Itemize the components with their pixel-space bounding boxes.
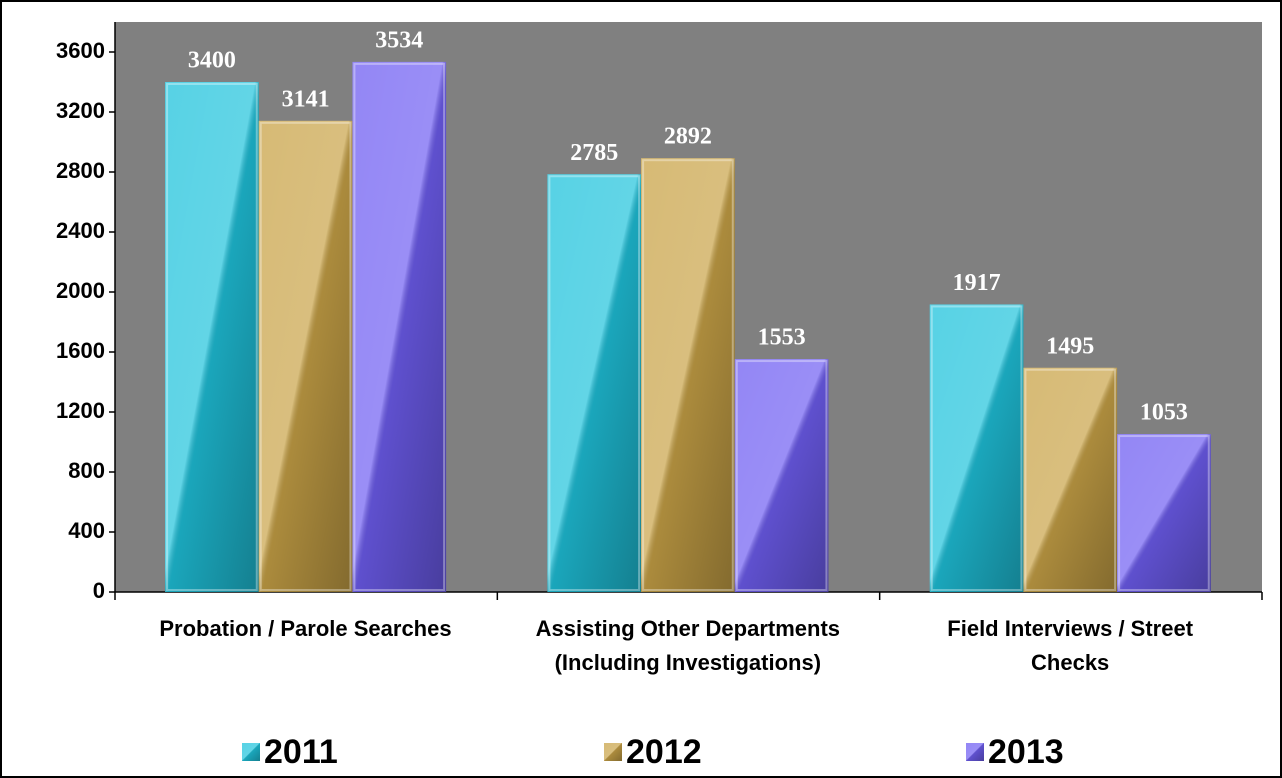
bar-shade	[547, 174, 642, 592]
value-label: 1053	[1140, 400, 1188, 426]
legend-label: 2013	[988, 733, 1064, 771]
y-tick-label: 0	[93, 578, 105, 603]
y-tick-label: 3200	[56, 98, 105, 123]
bar-bevel	[930, 305, 1023, 591]
bar-bevel	[259, 121, 352, 591]
value-label: 2892	[664, 124, 712, 150]
value-label: 1495	[1046, 333, 1094, 359]
bar-shade	[258, 120, 353, 592]
value-label: 3534	[375, 27, 423, 53]
legend-swatch-shade	[604, 743, 622, 761]
x-tick-label: Field Interviews / Street Checks	[947, 616, 1194, 675]
bar-shade	[1023, 367, 1118, 592]
bar-bevel	[353, 62, 446, 591]
bar-shade	[165, 82, 259, 592]
bar-bevel	[642, 159, 734, 591]
y-tick-label: 2400	[56, 218, 105, 243]
value-label: 3400	[188, 48, 236, 74]
bar-bevel	[548, 175, 641, 591]
bar-bevel	[1118, 435, 1210, 591]
legend-swatch-shade	[242, 743, 260, 761]
x-tick-label: Assisting Other Departments (Including I…	[535, 616, 841, 675]
y-tick-label: 800	[68, 458, 105, 483]
x-tick-label: Probation / Parole Searches	[159, 616, 452, 641]
value-label: 2785	[570, 140, 618, 166]
bar-shade	[929, 304, 1024, 592]
y-tick-label: 2800	[56, 158, 105, 183]
bar-shade	[734, 359, 829, 592]
y-tick-label: 400	[68, 518, 105, 543]
bar-shade	[352, 61, 447, 592]
bar-bevel	[1024, 368, 1117, 591]
bar-shade	[641, 158, 735, 592]
value-label: 1917	[953, 270, 1001, 296]
value-label: 1553	[758, 325, 806, 351]
y-tick-label: 1200	[56, 398, 105, 423]
y-tick-label: 3600	[56, 38, 105, 63]
y-tick-label: 1600	[56, 338, 105, 363]
bar-bevel	[166, 83, 258, 591]
value-label: 3141	[282, 86, 330, 112]
legend-label: 2012	[626, 733, 702, 771]
bar-bevel	[735, 360, 828, 591]
legend-label: 2011	[264, 733, 338, 771]
y-tick-label: 2000	[56, 278, 105, 303]
legend-swatch-shade	[966, 743, 984, 761]
bar-shade	[1117, 434, 1211, 592]
